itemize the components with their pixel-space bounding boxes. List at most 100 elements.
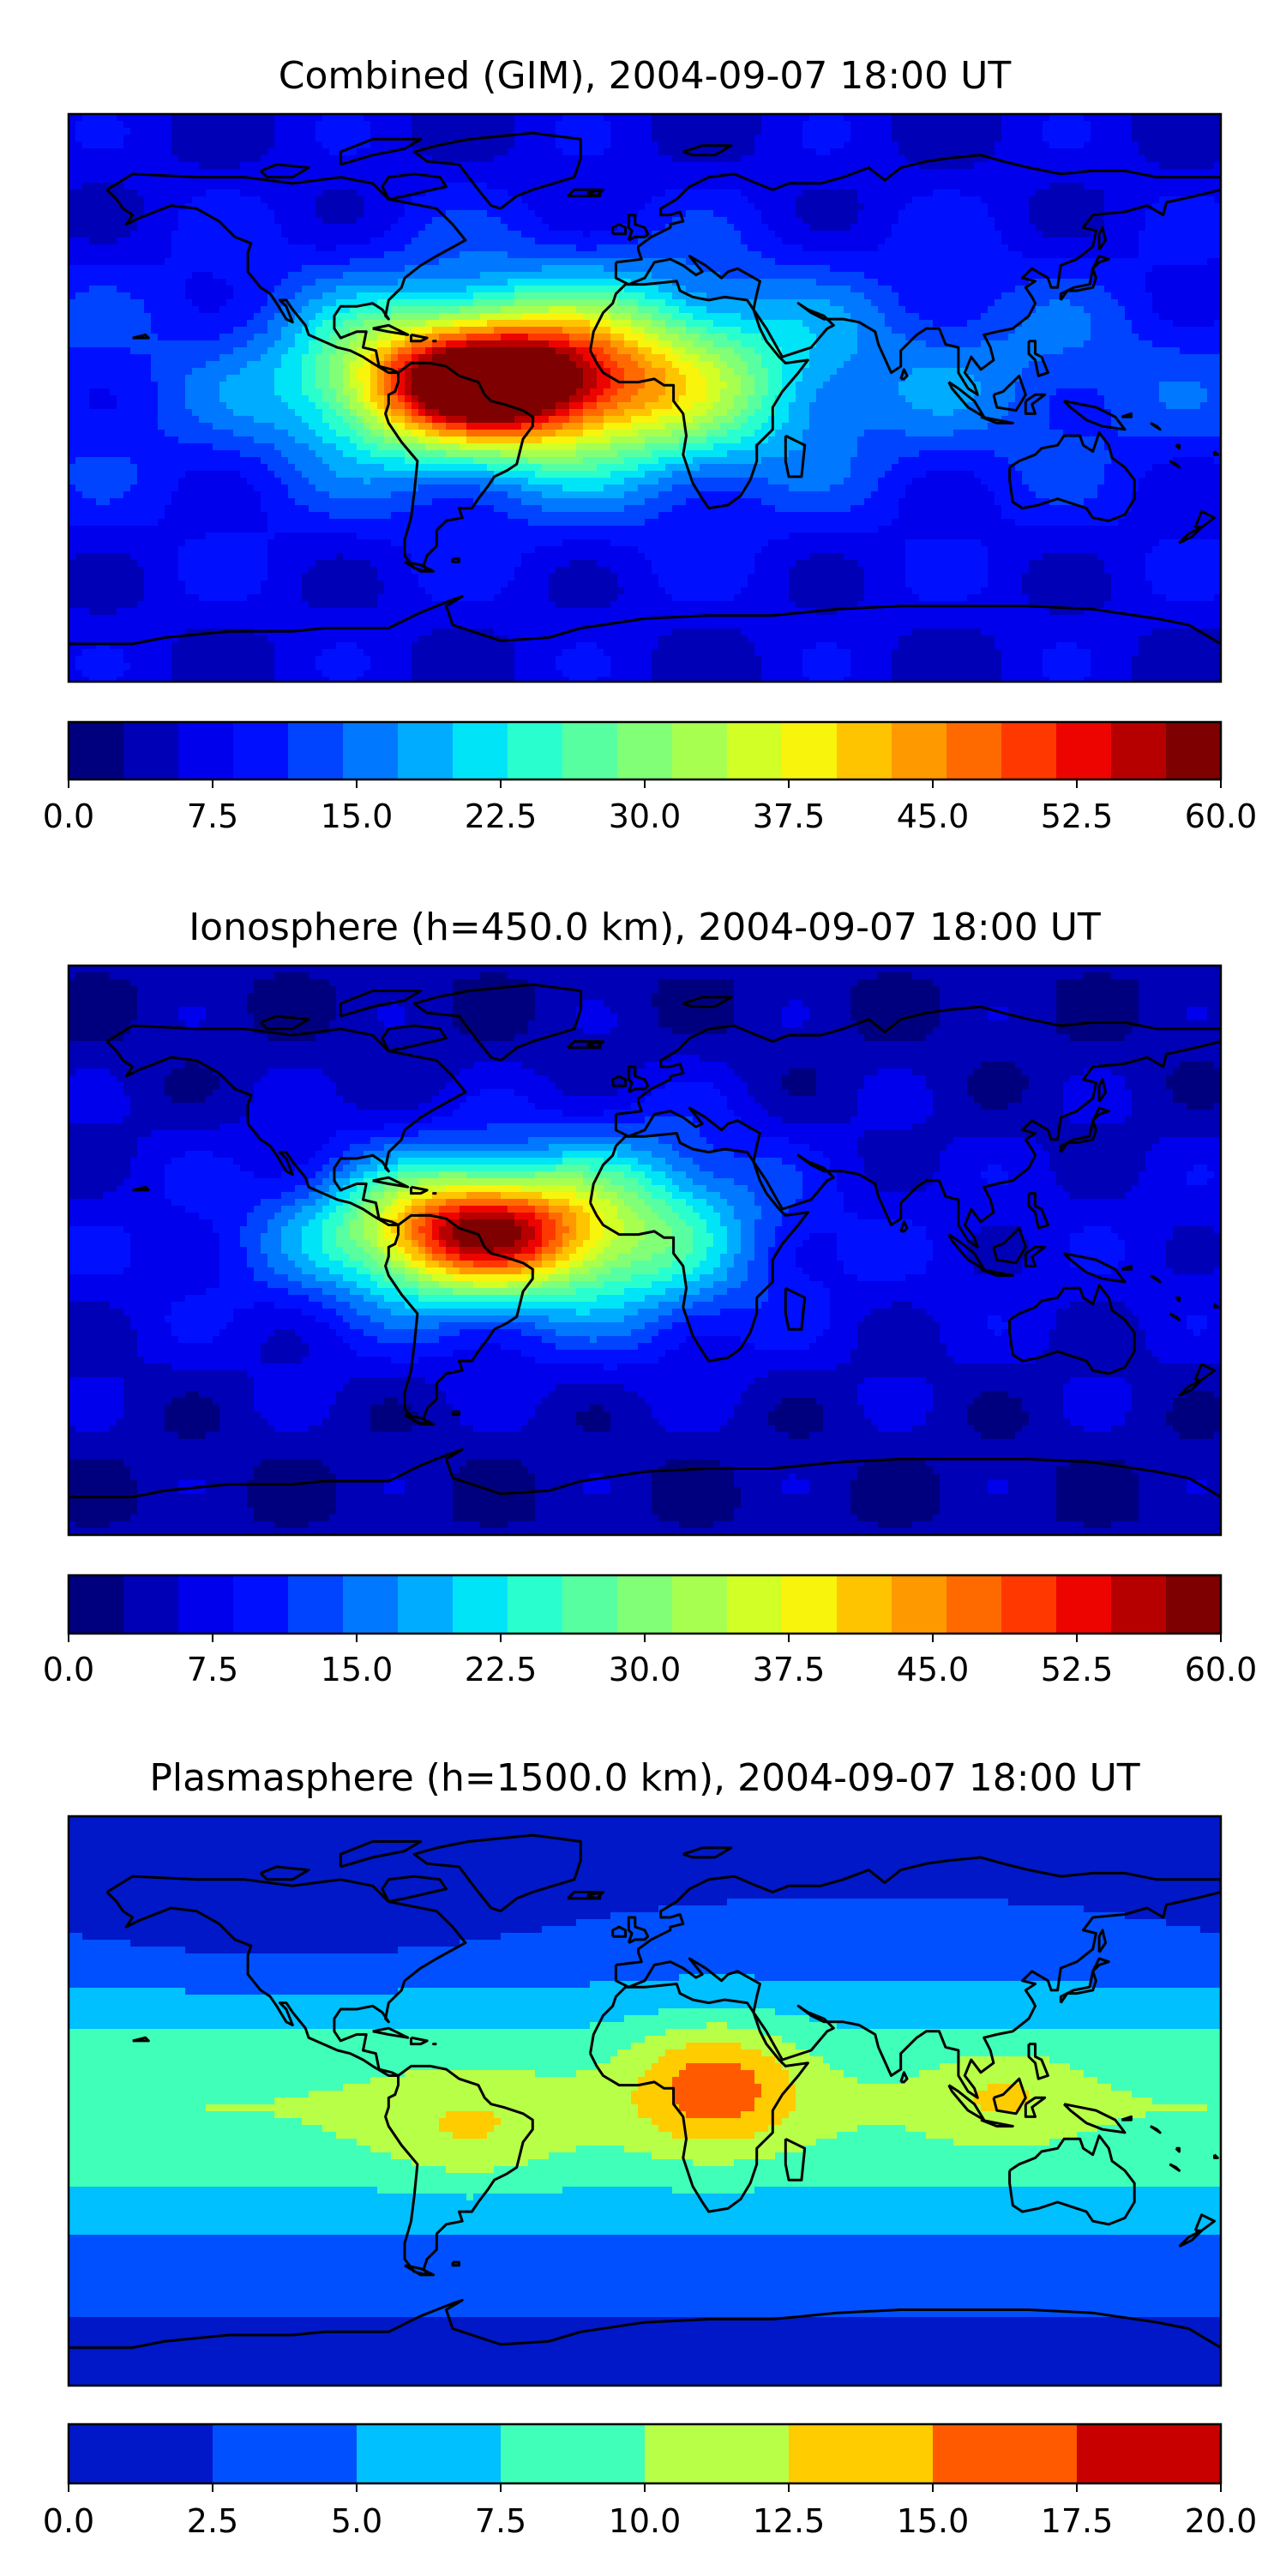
colorbar-segment	[357, 2424, 502, 2483]
colorbar-tick-label: 0.0	[43, 1651, 94, 1688]
coastline	[1121, 1264, 1133, 1271]
coastline	[1213, 1303, 1219, 1309]
colorbar-segment	[501, 2424, 646, 2483]
colorbar-segment	[288, 1575, 344, 1634]
coastline	[611, 1925, 628, 1938]
colorbar-segment	[123, 722, 179, 779]
colorbar-segment	[782, 722, 838, 779]
colorbar-segment	[453, 1575, 508, 1634]
coastline	[586, 1040, 604, 1050]
colorbar-segment	[1001, 722, 1057, 779]
coastline	[384, 362, 534, 573]
colorbar-segment	[727, 1575, 783, 1634]
coastline	[1063, 1252, 1127, 1284]
colorbar-tick-label: 60.0	[1185, 797, 1258, 835]
coastline	[627, 214, 650, 242]
colorbar-segment	[233, 1575, 289, 1634]
colorbar-segment	[837, 1575, 892, 1634]
coastline	[1178, 2229, 1204, 2248]
coastline	[384, 2064, 534, 2277]
colorbar-segment	[617, 722, 673, 779]
coastline	[412, 1833, 582, 1913]
coastline	[451, 1410, 460, 1417]
colorbar-tick-label: 7.5	[187, 797, 238, 835]
coastline	[1213, 2153, 1219, 2159]
coastline	[410, 333, 429, 343]
colorbar-tick-label: 30.0	[609, 797, 682, 835]
coastline	[589, 1983, 809, 2213]
coastline	[1097, 226, 1108, 250]
coastline	[1150, 1274, 1162, 1284]
coastline	[899, 1220, 909, 1233]
coastline	[614, 1856, 1221, 2099]
colorbar-tick-label: 12.5	[753, 2502, 826, 2540]
colorbar-segment	[1056, 722, 1112, 779]
colorbar-tick-label: 0.0	[43, 797, 94, 835]
panel-title: Plasmasphere (h=1500.0 km), 2004-09-07 1…	[149, 1756, 1139, 1800]
coastline	[1150, 422, 1162, 431]
colorbar-tick-label: 7.5	[475, 2502, 526, 2540]
colorbar-tick-label: 17.5	[1041, 2502, 1114, 2540]
coastline	[404, 2264, 436, 2277]
coastline	[899, 2071, 909, 2084]
map-frame	[67, 112, 1223, 683]
coastlines	[69, 1833, 1221, 2350]
colorbar-tick-label: 10.0	[609, 2502, 682, 2540]
coastline	[1008, 1284, 1136, 1375]
coastline	[899, 368, 909, 381]
colorbar-segment	[178, 1575, 234, 1634]
coastline	[1097, 1929, 1108, 1953]
coastline	[132, 2036, 150, 2043]
coastline	[992, 2077, 1027, 2116]
coastline	[384, 1213, 534, 1426]
colorbar-tick-label: 15.0	[321, 1651, 394, 1688]
panel-title: Combined (GIM), 2004-09-07 18:00 UT	[279, 54, 1012, 98]
colorbar-segment	[645, 2424, 790, 2483]
coastline	[339, 137, 423, 166]
map-frame	[67, 1815, 1223, 2387]
coastline	[589, 1132, 809, 1363]
colorbar-tick-label: 15.0	[321, 797, 394, 835]
colorbar-tick-label: 60.0	[1185, 1651, 1258, 1688]
coastline	[372, 1176, 410, 1189]
colorbar-tick-label: 30.0	[609, 1651, 682, 1688]
coastline	[980, 1267, 1014, 1277]
coastline	[1121, 2115, 1133, 2122]
coastline	[451, 2260, 460, 2267]
colorbar-tick-label: 37.5	[753, 797, 826, 835]
coastline	[1150, 2125, 1162, 2134]
colorbar-tick-label: 52.5	[1041, 1651, 1114, 1688]
colorbar-segment	[508, 1575, 563, 1634]
coastline	[784, 2137, 807, 2182]
colorbar-segment	[946, 722, 1002, 779]
coastline	[586, 188, 604, 198]
coastline	[372, 2026, 410, 2039]
coastline	[132, 1185, 150, 1192]
colorbar-segment	[69, 722, 124, 779]
colorbar-segment	[1166, 1575, 1222, 1634]
panel-2: Ionosphere (h=450.0 km), 2004-09-07 18:0…	[43, 906, 1258, 1688]
colorbar-segment	[789, 2424, 934, 2483]
colorbar-segment	[123, 1575, 179, 1634]
coastline	[404, 560, 436, 573]
colorbar-segment	[343, 1575, 399, 1634]
colorbar-segment	[892, 722, 947, 779]
coastline	[980, 415, 1014, 424]
colorbar: 0.0 2.5 5.0 7.5 10.0 12.5 15.0 17.5 20.0	[43, 2423, 1257, 2540]
coastline	[627, 1916, 650, 1944]
coastline	[1027, 1192, 1049, 1230]
coastline	[1213, 450, 1219, 456]
coastline	[589, 280, 809, 510]
colorbar-segment	[672, 1575, 728, 1634]
coastline	[1024, 2096, 1047, 2118]
colorbar-tick-label: 15.0	[897, 2502, 970, 2540]
coastline	[1027, 2043, 1049, 2080]
coastline	[410, 2036, 429, 2046]
colorbar-segment	[453, 722, 508, 779]
coastline	[1169, 2163, 1181, 2172]
colorbar-segment	[69, 1575, 124, 1634]
colorbar-segment	[508, 722, 563, 779]
colorbar-segment	[398, 722, 454, 779]
field-raster	[69, 114, 1221, 682]
colorbar-segment	[288, 722, 344, 779]
